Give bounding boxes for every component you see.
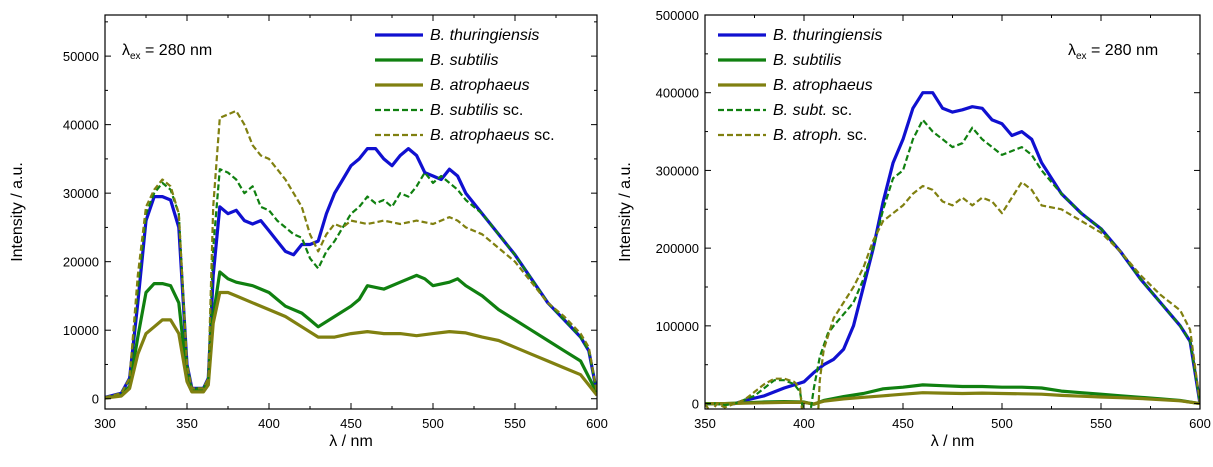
x-axis-label: λ / nm xyxy=(931,433,975,450)
y-tick-label: 500000 xyxy=(656,8,699,23)
legend-entry-4: B. subt. sc. xyxy=(773,102,852,119)
x-tick-label: 450 xyxy=(892,416,914,431)
legend-entry-2: B. subtilis xyxy=(430,52,498,69)
y-tick-label: 30000 xyxy=(63,186,99,201)
x-tick-label: 450 xyxy=(340,416,362,431)
x-tick-label: 350 xyxy=(694,416,716,431)
x-tick-label: 500 xyxy=(422,416,444,431)
legend-entry-1: B. thuringiensis xyxy=(773,27,882,44)
y-axis-label: Intensity / a.u. xyxy=(9,162,26,262)
plot-frame xyxy=(704,14,1201,410)
legend-entry-4: B. subtilis sc. xyxy=(430,102,523,119)
legend-entry-2: B. subtilis xyxy=(773,52,841,69)
series-line-4 xyxy=(105,168,597,399)
y-tick-label: 400000 xyxy=(656,86,699,101)
x-tick-label: 300 xyxy=(94,416,116,431)
y-tick-label: 20000 xyxy=(63,255,99,270)
y-axis-label: Intensity / a.u. xyxy=(617,162,634,262)
legend-entry-5: B. atrophaeus sc. xyxy=(430,127,555,144)
series-line-3 xyxy=(705,391,1200,406)
series-line-5 xyxy=(105,109,597,399)
series-group xyxy=(705,91,1200,409)
legend-entry-1: B. thuringiensis xyxy=(430,27,539,44)
series-line-4 xyxy=(705,118,1200,409)
series-line-5 xyxy=(705,181,1200,409)
legend-entry-3: B. atrophaeus xyxy=(773,77,873,94)
y-tick-label: 100000 xyxy=(656,319,699,334)
x-tick-label: 600 xyxy=(1189,416,1211,431)
y-tick-label: 10000 xyxy=(63,323,99,338)
legend: B. thuringiensis B. subtilis B. atrophaeus… xyxy=(718,27,882,144)
series-line-2 xyxy=(105,270,597,400)
y-tick-label: 200000 xyxy=(656,241,699,256)
legend-entry-5: B. atroph. sc. xyxy=(773,127,867,144)
legend-entry-3: B. atrophaeus xyxy=(430,77,530,94)
x-tick-label: 400 xyxy=(258,416,280,431)
legend: B. thuringiensis B. subtilis B. atrophaeus… xyxy=(375,27,555,144)
x-tick-label: 550 xyxy=(1090,416,1112,431)
chart-panel-2: 350 400 450 500 550 600 0 100000 200000 300000 400… xyxy=(617,8,1211,450)
chart-panel-1: 300 350 400 450 500 550 600 0 10000 20000 30000 400… xyxy=(9,14,608,450)
series-line-3 xyxy=(105,290,597,400)
excitation-annotation: λex = 280 nm xyxy=(122,42,212,62)
excitation-annotation: λex = 280 nm xyxy=(1068,42,1158,62)
x-axis-label: λ / nm xyxy=(329,433,373,450)
x-tick-label: 550 xyxy=(504,416,526,431)
y-tick-label: 40000 xyxy=(63,118,99,133)
series-group xyxy=(105,109,597,400)
y-tick-label: 50000 xyxy=(63,49,99,64)
series-line-1 xyxy=(105,147,597,399)
x-tick-label: 400 xyxy=(793,416,815,431)
y-tick-label: 0 xyxy=(92,392,99,407)
x-tick-label: 500 xyxy=(991,416,1013,431)
x-tick-label: 600 xyxy=(586,416,608,431)
y-tick-label: 0 xyxy=(692,397,699,412)
y-tick-label: 300000 xyxy=(656,163,699,178)
x-tick-label: 350 xyxy=(176,416,198,431)
